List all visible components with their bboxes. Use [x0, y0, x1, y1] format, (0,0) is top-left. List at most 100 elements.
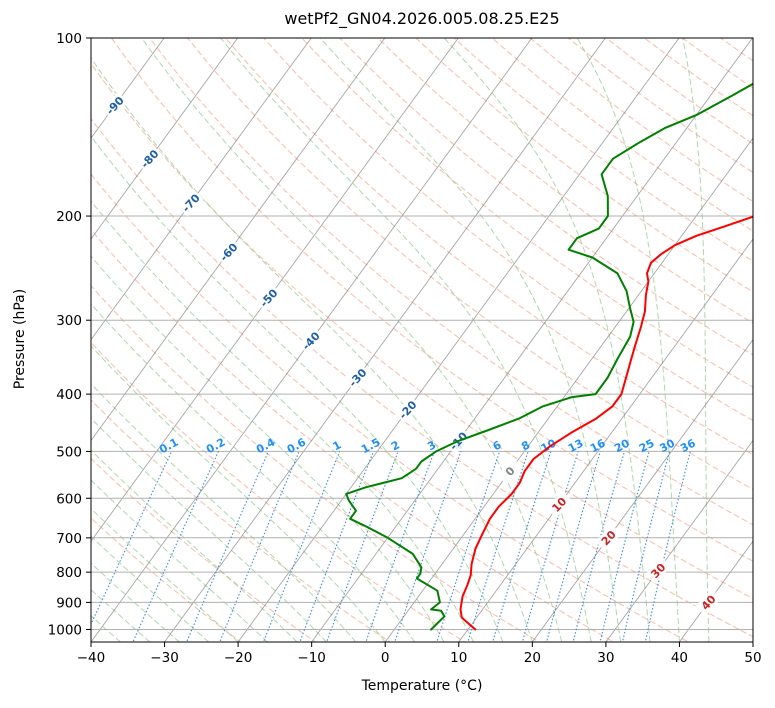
isotherm-label-bg [545, 491, 573, 519]
moist-adiabat-line [91, 383, 357, 642]
isotherm-line [91, 38, 165, 139]
isotherm-line [458, 238, 753, 642]
dry-adiabat-line [301, 38, 753, 389]
mixing-ratio-label: 0.1 [157, 436, 180, 457]
isotherm-line [91, 38, 239, 240]
moist-adiabat-line [91, 508, 239, 642]
x-tick-label: −20 [224, 650, 253, 666]
moist-adiabat-line [91, 135, 504, 642]
dry-adiabat-line [263, 38, 753, 422]
moist-adiabat-line [576, 38, 680, 642]
dry-adiabat-line [91, 285, 541, 642]
moist-adiabat-line [91, 535, 210, 642]
isotherm-label-bg [136, 145, 163, 173]
moist-adiabat-line [91, 57, 533, 642]
isotherm-line [311, 38, 753, 642]
y-tick-label: 1000 [48, 622, 82, 638]
x-tick-label: 30 [597, 650, 614, 666]
y-tick-label: 100 [56, 31, 82, 47]
temperature-line [459, 215, 753, 631]
dry-adiabat-line [91, 173, 690, 642]
mixing-ratio-label: 30 [657, 436, 677, 455]
isotherm-label-bg [255, 284, 283, 312]
dry-adiabat-line [491, 38, 753, 232]
isotherm-label-bg [59, 49, 86, 76]
dry-adiabat-line [758, 11, 775, 654]
moist-adiabat-line [91, 588, 151, 642]
dry-adiabat-line [91, 117, 753, 638]
mixing-ratio-line [219, 451, 300, 642]
mixing-ratio-label: 0.2 [204, 436, 227, 457]
mixing-ratio-line [299, 451, 375, 642]
mixing-ratio-label: 16 [588, 436, 608, 455]
x-tick-label: −10 [297, 650, 326, 666]
isotherm-label-bg [297, 327, 325, 355]
moist-adiabat-line [91, 303, 416, 642]
dry-adiabat-line [91, 517, 242, 642]
background-lines [0, 11, 775, 654]
dewpoint-line [345, 82, 753, 631]
mixing-ratio-line [467, 451, 529, 642]
dry-adiabat-line [91, 62, 753, 600]
isotherm-line [91, 38, 386, 442]
isotherm-label-bg [644, 556, 672, 585]
x-tick-label: 50 [744, 650, 761, 666]
y-tick-label: 600 [56, 491, 82, 507]
mixing-ratio-label: 25 [637, 437, 657, 456]
isotherm-label-bg [595, 524, 622, 552]
mixing-ratio-line [262, 451, 341, 642]
isotherm-line [384, 137, 753, 642]
moist-adiabat-line [91, 345, 386, 642]
x-tick-label: −40 [77, 650, 106, 666]
mixing-ratio-line [644, 451, 691, 642]
dry-adiabat-line [529, 38, 753, 203]
isotherm-label-bg [695, 588, 722, 616]
dry-adiabat-line [453, 38, 753, 262]
mixing-ratio-line [326, 451, 399, 642]
x-tick-label: 10 [450, 650, 467, 666]
mixing-ratio-line [546, 451, 601, 642]
isotherm-line [91, 38, 92, 39]
plot-frame [90, 37, 754, 643]
moist-adiabat-line [141, 38, 563, 642]
dry-adiabat-line [567, 38, 753, 174]
moist-adiabat-line [91, 417, 327, 642]
isotherm-line [605, 439, 753, 642]
x-tick-label: −30 [150, 650, 179, 666]
mixing-ratio-line [492, 451, 552, 642]
dry-adiabat-line [415, 38, 753, 293]
mixing-ratio-line [394, 451, 462, 642]
isotherm-label: -100 [59, 48, 88, 77]
dry-adiabat-line [643, 38, 753, 117]
profile-lines [345, 82, 753, 631]
isotherm-line [163, 38, 606, 642]
mixing-ratio-label: 0.4 [254, 435, 278, 456]
dry-adiabat-line [91, 399, 391, 642]
mixing-ratio-line [599, 451, 650, 642]
isotherm-line [91, 38, 312, 341]
mixing-ratio-line [186, 451, 269, 642]
mixing-ratio-line [91, 451, 173, 626]
isotherm-label-bg [496, 457, 524, 485]
x-tick-label: 20 [524, 650, 541, 666]
x-tick-label: 0 [381, 650, 390, 666]
isotherm-label-bg [215, 238, 242, 266]
dry-adiabat-line [186, 38, 753, 490]
y-tick-label: 500 [56, 444, 82, 460]
isotherm-line [237, 38, 680, 642]
dry-adiabat-line [110, 38, 753, 562]
mixing-ratio-label: 20 [612, 436, 632, 455]
isotherm-line [678, 540, 753, 642]
moist-adiabat-line [91, 615, 121, 642]
axes: −40 −30 −20 −10 0 10 20 30 40 50 100 200 300 400 500 60… [48, 31, 762, 666]
y-tick-label: 400 [56, 387, 82, 403]
mixing-ratio-line [521, 451, 579, 642]
dry-adiabat-line [719, 38, 753, 62]
moist-adiabat-line [91, 200, 474, 642]
dry-adiabat-line [91, 341, 466, 642]
isotherm-line [0, 11, 37, 654]
mixing-ratio-label: 1.5 [359, 436, 382, 457]
isotherm-label-bg [101, 91, 129, 119]
mixing-ratio-label: 36 [678, 436, 698, 455]
